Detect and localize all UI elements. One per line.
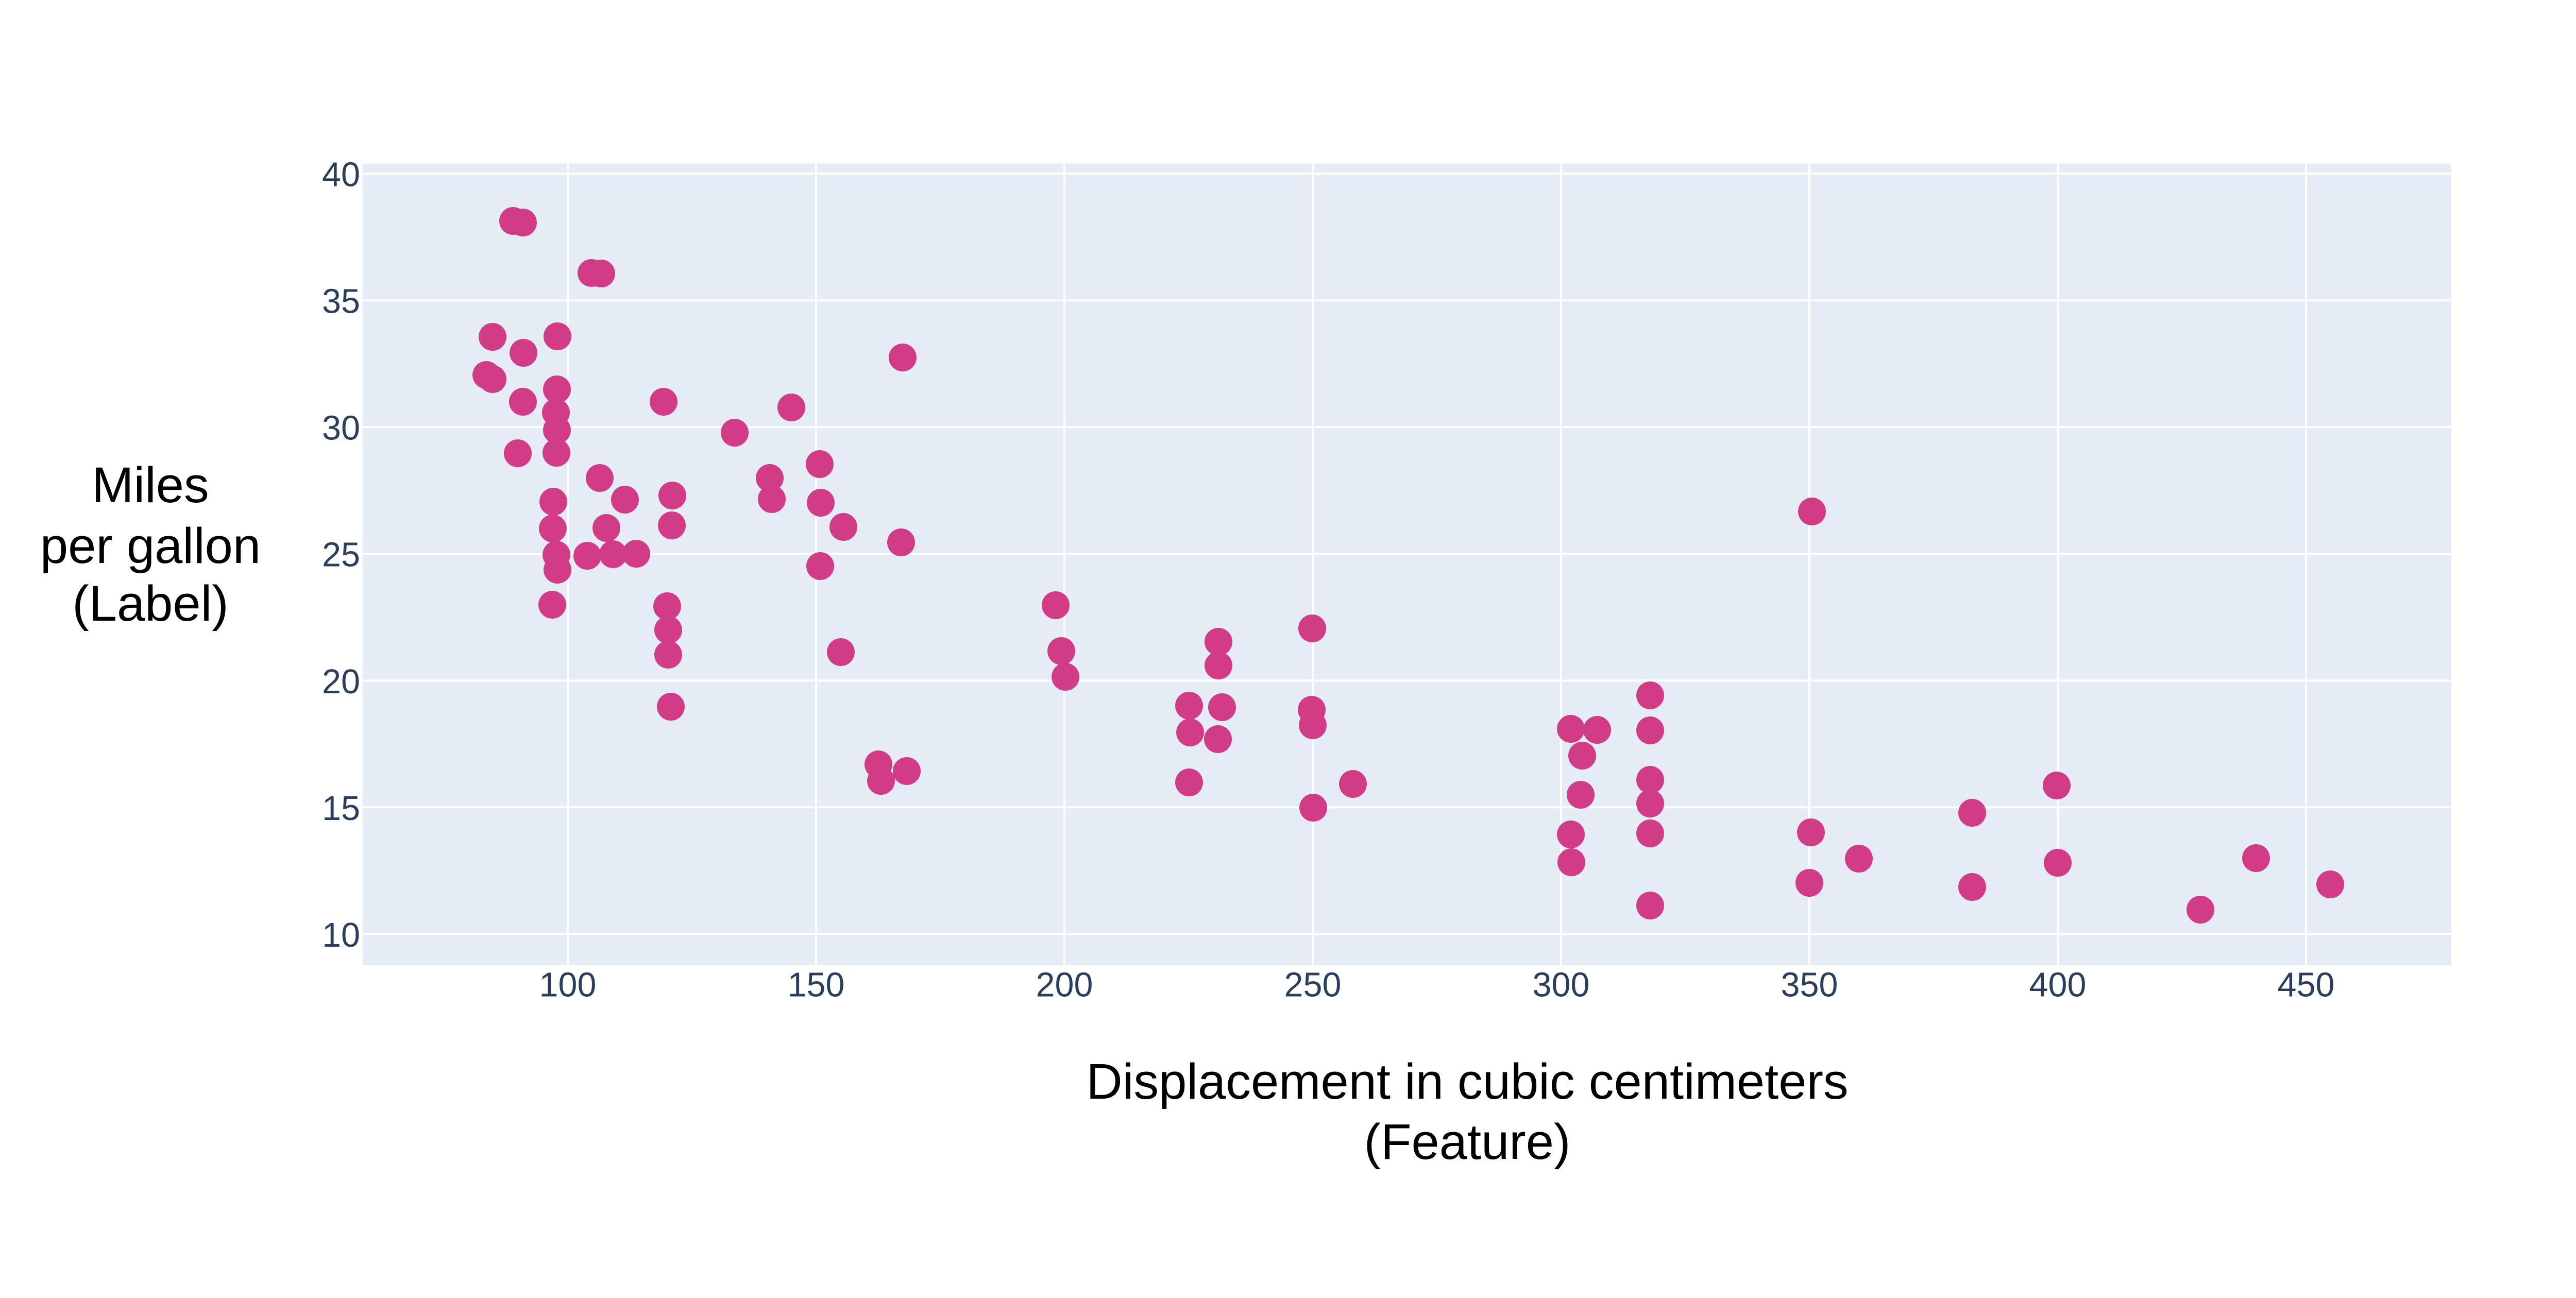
svg-text:200: 200 bbox=[1036, 966, 1093, 1004]
svg-text:40: 40 bbox=[322, 156, 360, 194]
svg-text:10: 10 bbox=[322, 916, 360, 954]
svg-text:(Label): (Label) bbox=[72, 575, 229, 631]
svg-text:150: 150 bbox=[788, 966, 845, 1004]
svg-text:Displacement in cubic centimet: Displacement in cubic centimeters bbox=[1086, 1053, 1848, 1109]
svg-text:25: 25 bbox=[322, 536, 360, 574]
svg-text:250: 250 bbox=[1284, 966, 1342, 1004]
svg-text:35: 35 bbox=[322, 283, 360, 321]
svg-text:(Feature): (Feature) bbox=[1364, 1114, 1571, 1170]
svg-text:300: 300 bbox=[1533, 966, 1590, 1004]
svg-text:15: 15 bbox=[322, 790, 360, 828]
svg-text:20: 20 bbox=[322, 663, 360, 701]
svg-text:per gallon: per gallon bbox=[40, 518, 261, 574]
svg-text:Miles: Miles bbox=[92, 457, 209, 513]
svg-text:30: 30 bbox=[322, 409, 360, 448]
svg-text:100: 100 bbox=[539, 966, 597, 1004]
svg-text:450: 450 bbox=[2278, 966, 2335, 1004]
svg-text:400: 400 bbox=[2029, 966, 2087, 1004]
svg-text:350: 350 bbox=[1781, 966, 1838, 1004]
